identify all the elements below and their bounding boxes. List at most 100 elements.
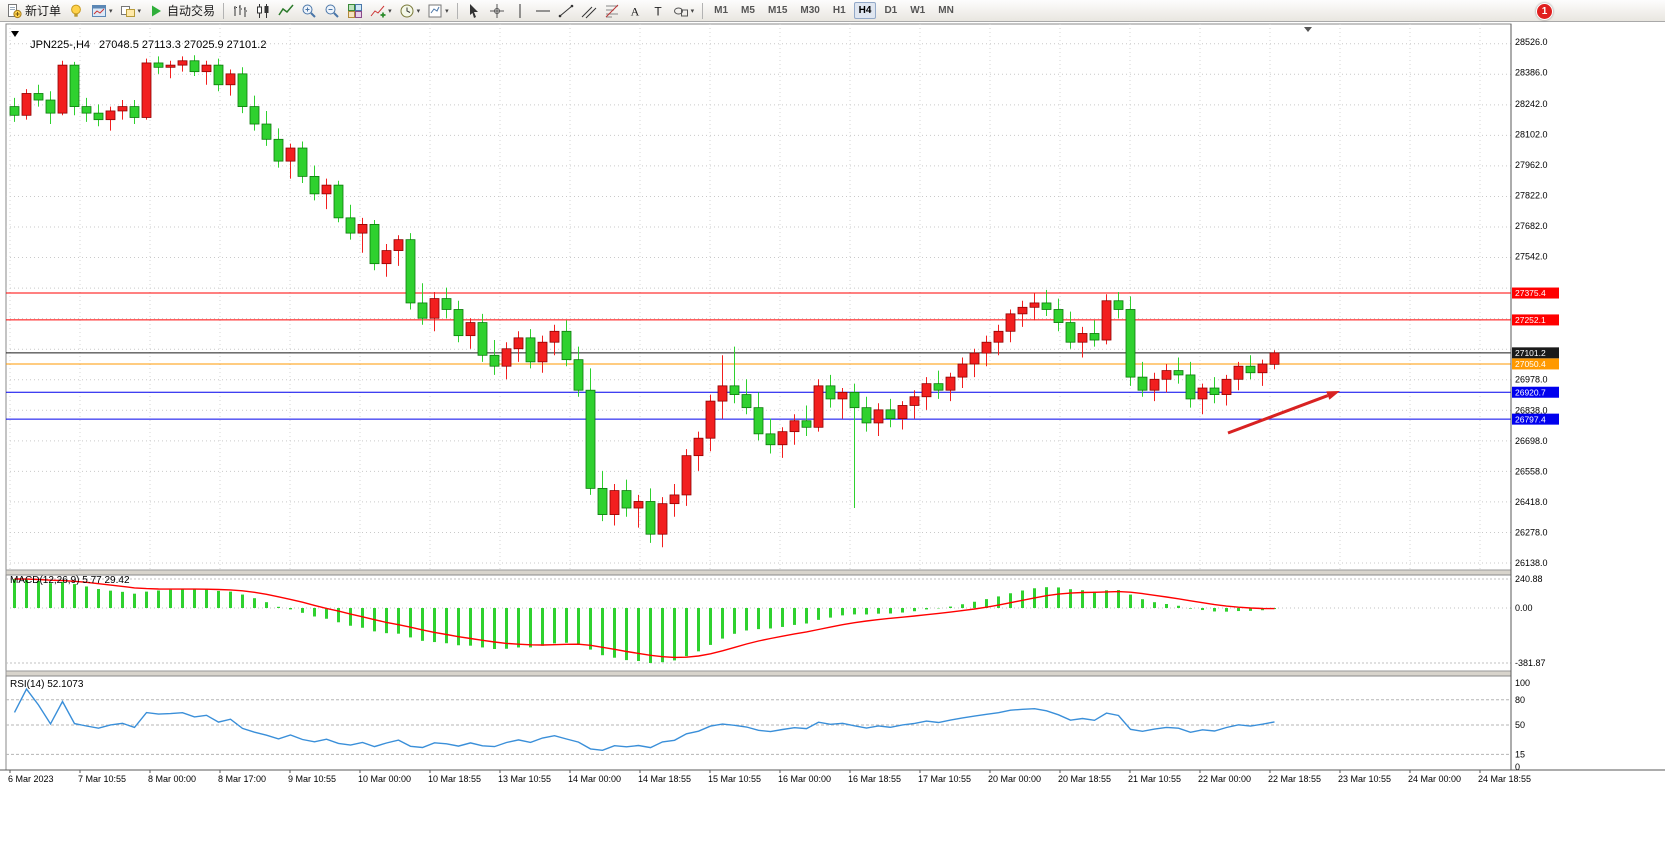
candle-body [981,341,992,354]
shapes-button[interactable]: ▾ [670,0,698,22]
new-order-button[interactable]: 新订单 [3,0,64,22]
time-axis-label: 20 Mar 18:55 [1058,774,1111,784]
new-order-button-label: 新订单 [25,4,62,18]
candle-body [633,501,644,509]
label-button[interactable]: T [647,0,669,22]
timeframe-h4[interactable]: H4 [853,2,877,19]
chart-shift-marker[interactable] [1304,27,1312,32]
text-button[interactable]: A [624,0,646,22]
panel-splitter[interactable] [5,569,1512,576]
bar-chart-button[interactable] [229,0,251,22]
channel-button[interactable] [578,0,600,22]
candle-body [645,501,656,535]
time-axis-label: 21 Mar 10:55 [1128,774,1181,784]
price-axis-label: 27962.0 [1515,160,1548,170]
candle-body [81,106,92,114]
candle-body [45,99,56,114]
price-axis-label: 27822.0 [1515,191,1548,201]
price-axis-label: 26978.0 [1515,375,1548,385]
timeframe-w1[interactable]: W1 [910,5,926,16]
candle-body [1269,352,1280,365]
templates-button[interactable]: ▾ [424,0,452,22]
candle-body [141,62,152,118]
periods-button[interactable]: ▾ [396,0,424,22]
timeframe-d1[interactable]: D1 [884,5,898,16]
price-axis-label: 26698.0 [1515,436,1548,446]
trend-arrow-head[interactable] [1326,391,1340,400]
profiles-button[interactable]: ▾ [117,0,145,22]
candle-body [417,302,428,319]
timeframe-m30[interactable]: M30 [800,5,820,16]
toolbar-separator [702,2,704,19]
metaeditor-button[interactable] [65,0,87,22]
zoom-in-icon [301,3,317,19]
candle-body [909,396,920,406]
new-chart-button[interactable]: ▾ [88,0,116,22]
crosshair-button[interactable] [486,0,508,22]
trend-arrow-annotation[interactable] [1227,394,1329,435]
zoom-in-button[interactable] [298,0,320,22]
candle-body [681,455,692,496]
notification-badge[interactable]: 1 [1536,3,1553,20]
timeframe-m1[interactable]: M1 [714,5,729,16]
price-tag-label: 27375.4 [1515,288,1546,298]
candle-body [321,184,332,195]
candle-body [477,322,488,356]
candle-body [1149,378,1160,391]
tile-windows-button[interactable] [344,0,366,22]
price-axis-label: 27542.0 [1515,252,1548,262]
timeframe-mn[interactable]: MN [938,5,954,16]
template-icon [427,3,443,19]
price-tag [1512,413,1559,425]
candle-body [597,487,608,515]
timeframe-m15[interactable]: M15 [767,5,788,16]
candle-body [381,250,392,265]
candle-body [561,330,572,361]
candle-body [729,385,740,395]
price-axis-label: 28526.0 [1515,37,1548,47]
hline-button[interactable] [532,0,554,22]
auto-trading-button[interactable]: 自动交易 [145,0,218,22]
candle-body [753,407,764,435]
candle-body [585,389,596,489]
candle-body [213,64,224,86]
candle-body [789,420,800,433]
candle-body [369,223,380,265]
rsi-panel[interactable] [5,675,1512,771]
cursor-button[interactable] [463,0,485,22]
line-chart-button[interactable] [275,0,297,22]
time-axis-label: 14 Mar 00:00 [568,774,621,784]
candle-body [117,106,128,112]
candle-body [1101,300,1112,341]
indicators-button[interactable]: ▾ [367,0,395,22]
toolbar: 新订单 ▾ ▾ 自动交易 ▾ ▾ ▾ A T ▾ M1 M5 M15 M30 H1 H4 D1 W1 MN [0,0,1665,22]
candle-body [453,309,464,337]
chart-collapse-icon[interactable] [11,31,19,37]
candle-body [1161,370,1172,380]
timeframe-m5[interactable]: M5 [741,5,755,16]
macd-signal-line [14,578,1275,659]
fibonacci-button[interactable] [601,0,623,22]
channel-icon [581,3,597,19]
candlestick-chart-button[interactable] [252,0,274,22]
candle-body [1185,374,1196,400]
candle-body [165,64,176,68]
candle-body [1125,309,1136,378]
candle-body [705,400,716,439]
zoom-out-button[interactable] [321,0,343,22]
chevron-down-icon: ▾ [416,7,421,15]
timeframe-h1[interactable]: H1 [832,5,846,16]
auto-trading-button-label: 自动交易 [167,4,216,18]
panel-splitter[interactable] [5,670,1512,677]
candle-body [69,64,80,107]
main-plot-area[interactable] [5,23,1512,571]
time-axis-label: 17 Mar 10:55 [918,774,971,784]
price-axis-label: 26838.0 [1515,405,1548,415]
price-tag-label: 26920.7 [1515,387,1546,397]
candle-body [237,73,248,107]
vline-button[interactable] [509,0,531,22]
candle-body [921,383,932,398]
price-tag-label: 27101.2 [1515,348,1546,358]
price-axis-label: 26278.0 [1515,527,1548,537]
trendline-button[interactable] [555,0,577,22]
